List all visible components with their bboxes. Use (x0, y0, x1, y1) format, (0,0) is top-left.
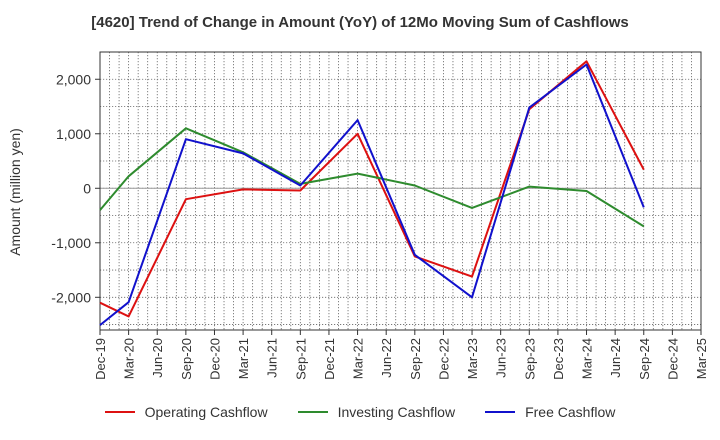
x-tick-label: Mar-24 (580, 338, 595, 379)
x-tick-label: Sep-21 (293, 338, 308, 380)
x-tick-label: Sep-22 (408, 338, 423, 380)
x-tick-label: Mar-21 (236, 338, 251, 379)
x-tick-label: Jun-20 (150, 338, 165, 378)
series-line-free-cashflow (99, 63, 645, 326)
y-tick-label: -2,000 (51, 289, 91, 305)
x-tick-label: Dec-22 (436, 338, 451, 380)
y-axis-label: Amount (million yen) (7, 128, 23, 256)
legend-label: Investing Cashflow (337, 404, 456, 420)
y-tick-label: -1,000 (51, 235, 91, 251)
x-tick-label: Mar-23 (465, 338, 480, 379)
legend-label: Operating Cashflow (144, 404, 268, 420)
x-tick-label: Dec-23 (551, 338, 566, 380)
plot-frame (99, 51, 702, 331)
legend-swatch (104, 411, 135, 413)
x-tick-label: Dec-20 (207, 338, 222, 380)
x-tick-label: Mar-25 (694, 338, 709, 379)
y-tick-label: 2,000 (56, 71, 91, 87)
x-tick-label: Jun-23 (494, 338, 509, 378)
x-tick-label: Sep-20 (179, 338, 194, 380)
legend-item: Free Cashflow (485, 404, 615, 420)
x-tick-label: Mar-20 (122, 338, 137, 379)
x-tick-label: Jun-22 (379, 338, 394, 378)
legend-swatch (297, 411, 328, 413)
x-tick-label: Sep-24 (637, 338, 652, 380)
x-tick-label: Mar-22 (351, 338, 366, 379)
x-tick-label: Sep-23 (522, 338, 537, 380)
legend-item: Operating Cashflow (104, 404, 268, 420)
legend-label: Free Cashflow (525, 404, 616, 420)
x-tick-label: Dec-19 (93, 338, 108, 380)
legend: Operating Cashflow Investing Cashflow Free… (0, 404, 720, 420)
x-tick-label: Jun-21 (265, 338, 280, 378)
y-tick-label: 0 (83, 180, 91, 196)
chart-title: [4620] Trend of Change in Amount (YoY) o… (91, 14, 629, 31)
x-tick-label: Dec-24 (665, 338, 680, 380)
x-tick-label: Jun-24 (608, 338, 623, 378)
grid-layer (100, 51, 701, 330)
x-tick-label: Dec-21 (322, 338, 337, 380)
y-tick-label: 1,000 (56, 126, 91, 142)
series-line-investing-cashflow (99, 127, 645, 228)
axes-layer: 2,000 1,000 0 -1,000 -2,000 Dec-19 Mar-20 Jun-2… (51, 51, 709, 380)
legend-item: Investing Cashflow (297, 404, 456, 420)
legend-swatch (485, 411, 516, 413)
series-layer (99, 60, 645, 326)
